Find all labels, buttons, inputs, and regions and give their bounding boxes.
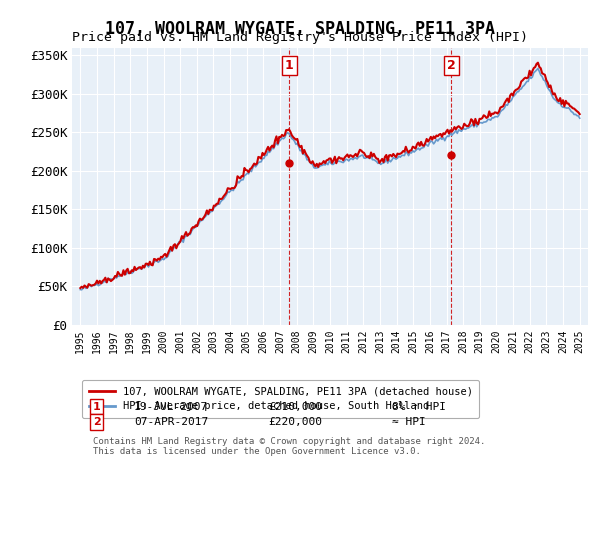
Text: £210,000: £210,000 [268,402,322,412]
Text: 107, WOOLRAM WYGATE, SPALDING, PE11 3PA: 107, WOOLRAM WYGATE, SPALDING, PE11 3PA [105,20,495,38]
Text: 07-APR-2017: 07-APR-2017 [134,417,208,427]
Legend: 107, WOOLRAM WYGATE, SPALDING, PE11 3PA (detached house), HPI: Average price, de: 107, WOOLRAM WYGATE, SPALDING, PE11 3PA … [82,380,479,418]
Text: £220,000: £220,000 [268,417,322,427]
Text: ≈ HPI: ≈ HPI [392,417,425,427]
Text: 1: 1 [284,59,293,72]
Text: Contains HM Land Registry data © Crown copyright and database right 2024.
This d: Contains HM Land Registry data © Crown c… [92,437,485,456]
Text: Price paid vs. HM Land Registry's House Price Index (HPI): Price paid vs. HM Land Registry's House … [72,31,528,44]
Text: 2: 2 [92,417,100,427]
Text: 19-JUL-2007: 19-JUL-2007 [134,402,208,412]
Text: 2: 2 [446,59,455,72]
Text: 1: 1 [92,402,100,412]
Text: 8% ↑ HPI: 8% ↑ HPI [392,402,446,412]
